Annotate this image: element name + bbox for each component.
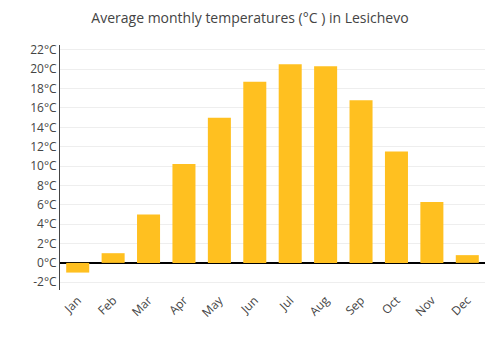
svg-text:Average monthly temperatures (: Average monthly temperatures (°C ) in Le… [91,8,408,27]
svg-text:Jan: Jan [60,292,85,317]
svg-text:Nov: Nov [411,292,439,320]
svg-text:Mar: Mar [128,292,156,320]
svg-text:10°C: 10°C [30,157,57,174]
svg-text:Jun: Jun [236,292,261,317]
svg-text:Apr: Apr [165,292,191,318]
svg-text:16°C: 16°C [30,99,57,116]
svg-text:8°C: 8°C [37,177,57,194]
svg-text:Oct: Oct [378,292,404,318]
svg-text:Aug: Aug [305,292,333,320]
svg-text:Dec: Dec [447,292,474,319]
svg-text:22°C: 22°C [30,41,57,58]
svg-text:-2°C: -2°C [33,273,57,290]
svg-text:4°C: 4°C [37,215,57,232]
svg-text:May: May [198,291,227,320]
svg-text:Sep: Sep [341,292,368,319]
svg-text:2°C: 2°C [37,235,57,252]
svg-text:Feb: Feb [94,292,120,318]
svg-text:14°C: 14°C [30,119,57,136]
svg-text:20°C: 20°C [30,60,57,77]
svg-text:0°C: 0°C [37,254,57,271]
svg-text:Jul: Jul [275,292,297,314]
svg-text:6°C: 6°C [37,196,57,213]
svg-text:18°C: 18°C [30,80,57,97]
svg-text:12°C: 12°C [30,138,57,155]
